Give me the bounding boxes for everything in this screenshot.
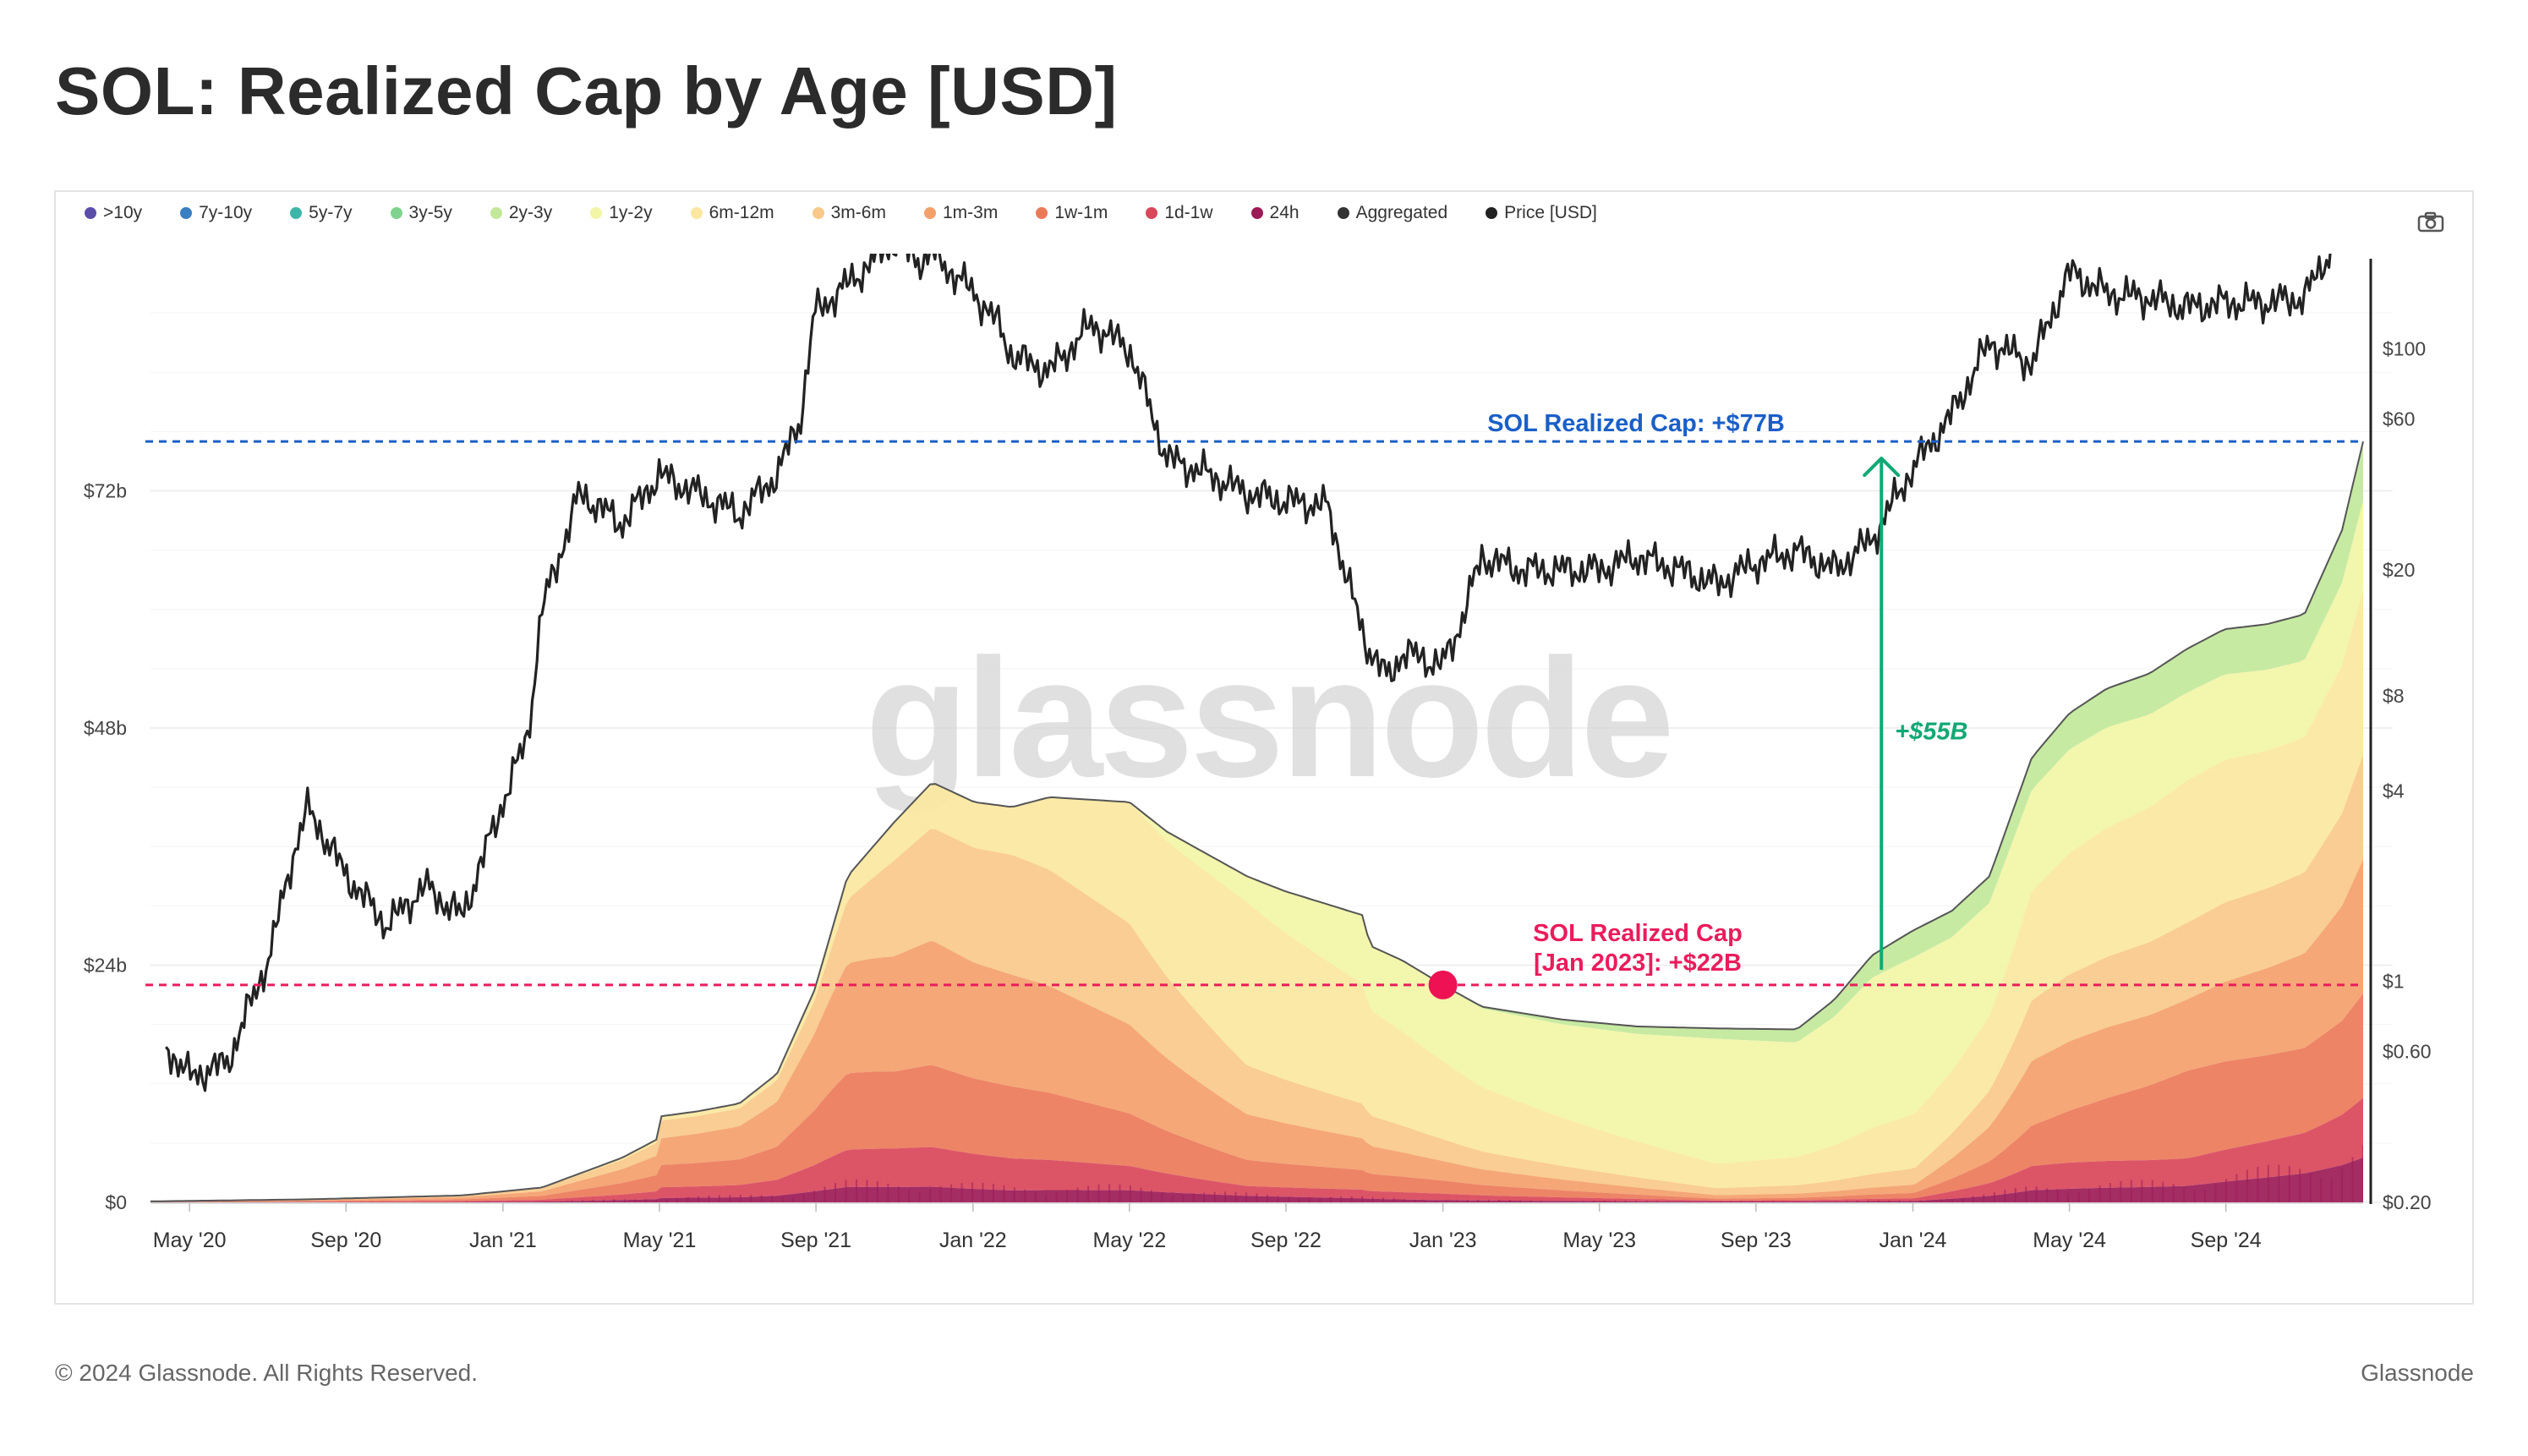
y-left-tick-label: $48b xyxy=(84,717,127,739)
ref-label-77b: SOL Realized Cap: +$77B xyxy=(1487,410,1785,437)
legend-item[interactable]: Price [USD] xyxy=(1486,203,1597,223)
jan-2023-marker xyxy=(1428,970,1458,999)
aggregated-line xyxy=(150,441,2364,1202)
legend-item[interactable]: 7y-10y xyxy=(180,203,252,223)
y-right-tick-label: $4 xyxy=(2383,780,2405,802)
legend-label: Price [USD] xyxy=(1504,203,1597,222)
legend-dot xyxy=(1036,207,1048,219)
ref-label-22b-line2: [Jan 2023]: +$22B xyxy=(1534,950,1742,977)
y-left-tick-label: $72b xyxy=(84,480,127,502)
copyright: © 2024 Glassnode. All Rights Reserved. xyxy=(55,1360,479,1386)
legend-label: 7y-10y xyxy=(199,203,253,222)
legend-dot xyxy=(180,207,193,219)
legend-dot xyxy=(290,207,303,219)
legend-item[interactable]: 24h xyxy=(1250,203,1300,223)
camera-icon[interactable] xyxy=(2416,211,2445,233)
legend-dot xyxy=(1337,207,1349,219)
area-band-1m-3m xyxy=(150,859,2363,1202)
x-tick-label: May '24 xyxy=(2033,1229,2106,1252)
x-tick-label: Sep '22 xyxy=(1250,1229,1321,1252)
legend-dot xyxy=(690,207,703,219)
x-tick-label: Jan '23 xyxy=(1409,1229,1477,1252)
legend-label: 5y-7y xyxy=(309,203,353,222)
legend-item[interactable]: 2y-3y xyxy=(490,203,552,223)
brand-name: Glassnode xyxy=(2361,1360,2474,1386)
legend-dot xyxy=(1486,207,1498,219)
age-band-areas xyxy=(150,441,2363,1202)
x-tick-label: Jan '24 xyxy=(1880,1229,1947,1252)
y-right-tick-label: $0.20 xyxy=(2383,1191,2432,1213)
legend-item[interactable]: 6m-12m xyxy=(690,203,774,223)
axes: $0 $24b $48b $72b $0.20 $0.60 $1 $4 $8 $20 $60 $100… xyxy=(84,259,2432,1252)
legend-label: 3y-5y xyxy=(408,203,452,222)
legend-dot xyxy=(390,207,402,219)
y-right-tick-label: $0.60 xyxy=(2383,1041,2432,1063)
legend-item[interactable]: 1y-2y xyxy=(590,203,653,223)
y-left-tick-label: $0 xyxy=(105,1191,127,1213)
ref-label-22b-line1: SOL Realized Cap xyxy=(1533,920,1743,947)
legend-dot xyxy=(1250,207,1263,219)
legend-item[interactable]: 5y-7y xyxy=(290,203,353,223)
legend-dot xyxy=(490,207,502,219)
legend-dot xyxy=(85,207,96,219)
reference-lines: SOL Realized Cap: +$77B SOL Realized Cap [… xyxy=(145,410,2363,999)
legend-item[interactable]: 3m-6m xyxy=(812,203,886,223)
legend-dot xyxy=(590,207,603,219)
legend-label: 1y-2y xyxy=(609,203,653,222)
x-tick-label: Sep '24 xyxy=(2191,1229,2262,1252)
y-right-tick-label: $8 xyxy=(2383,685,2405,707)
legend: >10y 7y-10y 5y-7y 3y-5y 2y-3y 1y-2y 6m-12m 3m-6… xyxy=(85,203,1635,223)
x-tick-label: May '20 xyxy=(153,1229,227,1252)
legend-label: 1d-1w xyxy=(1164,203,1213,222)
x-tick-label: May '22 xyxy=(1092,1229,1166,1252)
growth-arrow-head xyxy=(1863,457,1901,478)
price-line xyxy=(165,254,2332,1092)
legend-label: 1w-1m xyxy=(1054,203,1108,222)
x-tick-label: Sep '21 xyxy=(780,1229,851,1252)
growth-label: +$55B xyxy=(1895,718,1967,745)
page-title: SOL: Realized Cap by Age [USD] xyxy=(55,53,1118,129)
legend-label: 24h xyxy=(1269,203,1300,222)
legend-item[interactable]: 1m-3m xyxy=(923,203,999,223)
legend-label: 1m-3m xyxy=(942,203,999,222)
legend-label: Aggregated xyxy=(1355,203,1448,222)
aggregated-series xyxy=(150,441,2364,1202)
legend-dot xyxy=(923,207,936,219)
y-right-tick-label: $100 xyxy=(2383,338,2426,360)
price-series xyxy=(165,254,2332,1092)
y-right-tick-label: $20 xyxy=(2383,559,2415,581)
area-band-3m-6m xyxy=(150,754,2363,1202)
legend-dot xyxy=(1146,207,1158,219)
x-tick-label: Sep '23 xyxy=(1721,1229,1792,1252)
y-left-tick-label: $24b xyxy=(84,955,127,977)
watermark: glassnode xyxy=(865,624,1671,813)
legend-label: 2y-3y xyxy=(508,203,553,222)
legend-item[interactable]: >10y xyxy=(85,203,142,223)
x-tick-label: May '23 xyxy=(1562,1229,1636,1252)
legend-item[interactable]: 1d-1w xyxy=(1146,203,1213,223)
legend-label: 3m-6m xyxy=(830,203,886,222)
legend-label: >10y xyxy=(103,203,143,222)
y-right-tick-label: $60 xyxy=(2383,408,2415,430)
x-tick-label: Jan '21 xyxy=(469,1229,537,1252)
x-tick-label: Jan '22 xyxy=(939,1229,1007,1252)
x-tick-label: May '21 xyxy=(623,1229,697,1252)
short-term-spikes xyxy=(150,1145,2363,1202)
x-tick-label: Sep '20 xyxy=(310,1229,381,1252)
chart-frame xyxy=(54,190,2474,1305)
legend-item[interactable]: 1w-1m xyxy=(1036,203,1108,223)
legend-label: 6m-12m xyxy=(709,203,774,222)
y-right-tick-label: $1 xyxy=(2383,971,2405,993)
legend-dot xyxy=(812,207,824,219)
legend-item[interactable]: Aggregated xyxy=(1337,203,1448,223)
legend-item[interactable]: 3y-5y xyxy=(390,203,452,223)
